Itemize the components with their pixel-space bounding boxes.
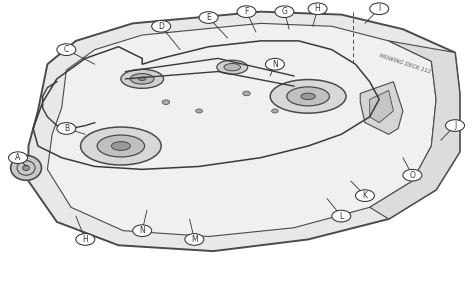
Ellipse shape — [81, 127, 161, 165]
Ellipse shape — [130, 74, 154, 84]
Text: O: O — [410, 171, 415, 180]
Ellipse shape — [23, 165, 29, 171]
Circle shape — [133, 225, 152, 237]
Text: M: M — [191, 235, 198, 244]
Circle shape — [243, 91, 250, 96]
Text: F: F — [244, 7, 249, 16]
Ellipse shape — [301, 93, 315, 100]
Circle shape — [308, 3, 327, 15]
Polygon shape — [47, 23, 436, 237]
Ellipse shape — [121, 69, 164, 88]
Circle shape — [57, 44, 76, 55]
Ellipse shape — [217, 60, 247, 74]
Polygon shape — [360, 82, 403, 134]
Circle shape — [185, 234, 204, 245]
Text: MOWING DECK 112: MOWING DECK 112 — [379, 53, 432, 75]
Ellipse shape — [270, 80, 346, 113]
Text: H: H — [82, 235, 88, 244]
Ellipse shape — [287, 87, 329, 106]
Circle shape — [272, 109, 278, 113]
Text: A: A — [15, 153, 21, 162]
Text: D: D — [158, 22, 164, 31]
Circle shape — [76, 234, 95, 245]
Ellipse shape — [10, 155, 42, 180]
Ellipse shape — [138, 77, 146, 81]
Polygon shape — [370, 91, 393, 123]
Ellipse shape — [111, 142, 130, 150]
Text: N: N — [272, 60, 278, 69]
Circle shape — [57, 123, 76, 134]
Text: L: L — [339, 212, 343, 220]
Text: J: J — [454, 121, 456, 130]
Circle shape — [332, 210, 351, 222]
Text: H: H — [315, 4, 320, 13]
Text: C: C — [64, 45, 69, 54]
Circle shape — [237, 6, 256, 18]
Text: N: N — [139, 226, 145, 235]
Text: E: E — [206, 13, 211, 22]
Text: G: G — [282, 7, 287, 16]
Circle shape — [356, 190, 374, 201]
Polygon shape — [370, 41, 460, 219]
Circle shape — [446, 120, 465, 131]
Circle shape — [275, 6, 294, 18]
Circle shape — [199, 12, 218, 23]
Polygon shape — [28, 12, 460, 251]
Circle shape — [265, 58, 284, 70]
Text: B: B — [64, 124, 69, 133]
Circle shape — [196, 109, 202, 113]
Text: K: K — [363, 191, 367, 200]
Circle shape — [152, 20, 171, 32]
Circle shape — [9, 152, 27, 164]
Text: I: I — [378, 4, 380, 13]
Ellipse shape — [97, 135, 145, 157]
Circle shape — [370, 3, 389, 15]
Ellipse shape — [224, 64, 240, 71]
Circle shape — [162, 100, 170, 105]
Circle shape — [403, 169, 422, 181]
